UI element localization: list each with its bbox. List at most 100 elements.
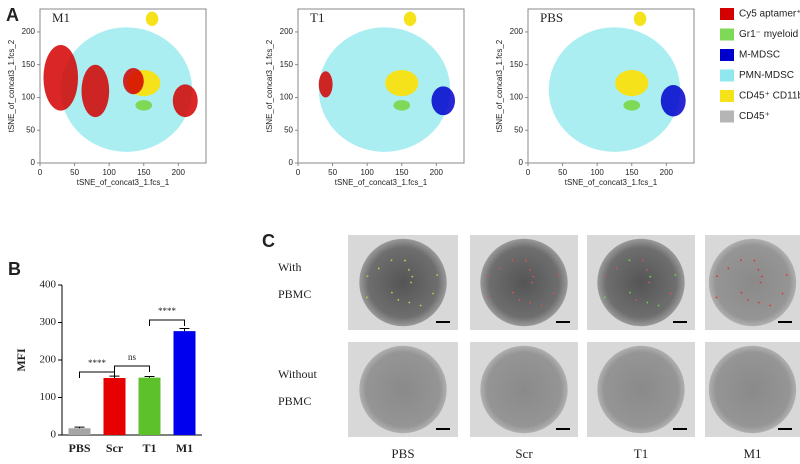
- fluorescence-spot: [487, 296, 489, 299]
- fluorescence-spot: [529, 268, 531, 271]
- fluorescence-spot: [670, 292, 672, 295]
- plot-title: PBS: [540, 10, 563, 25]
- legend-swatch: [720, 69, 734, 82]
- x-tick-label: 150: [137, 168, 151, 177]
- fluorescence-spot: [529, 301, 532, 304]
- fluorescence-spot: [525, 259, 527, 262]
- x-tick-label: 50: [328, 168, 337, 177]
- significance-label: ****: [88, 358, 107, 368]
- significance-bracket: [114, 365, 150, 372]
- x-tick-label: T1: [142, 441, 156, 455]
- plot-title: T1: [310, 10, 324, 25]
- cluster: [123, 67, 144, 95]
- y-tick-label: 0: [519, 158, 524, 167]
- fluorescence-spot: [604, 296, 606, 299]
- x-axis-title: tSNE_of_concat3_1.fcs_1: [335, 178, 428, 187]
- fluorescence-spot: [390, 259, 393, 262]
- y-axis-title: MFI: [14, 348, 28, 372]
- legend-swatch: [720, 49, 734, 61]
- fluorescence-spot: [404, 259, 406, 262]
- x-tick-label: 200: [172, 168, 186, 177]
- x-tick-label: 0: [296, 168, 301, 177]
- fluorescence-spot: [757, 268, 760, 271]
- spheroid: [597, 345, 685, 434]
- y-tick-label: 0: [289, 158, 294, 167]
- fluorescence-spot: [518, 298, 521, 301]
- significance-label: ns: [128, 352, 137, 362]
- cluster: [431, 86, 456, 116]
- fluorescence-spot: [629, 291, 631, 294]
- fluorescence-spot: [366, 296, 368, 299]
- fluorescence-spot: [604, 275, 607, 278]
- spheroid: [359, 345, 447, 434]
- fluorescence-spot: [391, 291, 393, 294]
- y-tick-label: 100: [22, 93, 36, 102]
- plot-frame: [39, 8, 207, 164]
- y-axis-title: tSNE_of_concat3_1.fcs_2: [7, 39, 16, 132]
- cluster: [623, 100, 641, 111]
- fluorescence-spot: [487, 275, 490, 278]
- spheroid: [359, 238, 447, 327]
- plot-frame: [527, 8, 695, 164]
- cluster: [43, 45, 79, 111]
- x-tick-label: 150: [625, 168, 639, 177]
- legend-label: CD45⁺ CD11b⁻: [739, 91, 800, 102]
- tsne-plot: M10 50 100 150 200050100150200tSNE_of_concat…: [7, 8, 207, 187]
- legend-label: M-MDSC: [739, 50, 780, 61]
- cluster: [660, 85, 686, 117]
- column-label: T1: [634, 446, 648, 461]
- y-tick-label: 0: [31, 158, 36, 167]
- cluster: [145, 11, 159, 27]
- legend-label: Gr1⁻ myeloid cells: [739, 29, 800, 40]
- x-axis-title: tSNE_of_concat3_1.fcs_1: [565, 178, 658, 187]
- fluorescence-spot: [408, 268, 410, 271]
- fluorescence-spot: [557, 274, 560, 276]
- column-label: Scr: [515, 446, 533, 461]
- column-label: PBS: [391, 446, 414, 461]
- y-tick-label: 0: [51, 429, 57, 441]
- fluorescence-spot: [532, 275, 535, 278]
- bar: [103, 378, 126, 435]
- fluorescence-spot: [411, 275, 414, 278]
- row-label: PBMC: [278, 287, 311, 301]
- legend-swatch: [720, 110, 734, 123]
- row-label: With: [278, 260, 302, 274]
- y-tick-label: 200: [22, 27, 36, 36]
- significance-bracket: [79, 371, 115, 378]
- significance-label: ****: [158, 306, 177, 316]
- spheroid: [708, 345, 797, 434]
- plot-frame: [297, 8, 465, 164]
- legend-swatch: [720, 90, 734, 102]
- fluorescence-spot: [715, 296, 718, 299]
- y-tick-label: 150: [510, 60, 524, 69]
- y-tick-label: 200: [510, 27, 524, 36]
- cluster: [633, 11, 647, 27]
- x-tick-label: Scr: [106, 441, 124, 455]
- fluorescence-spot: [642, 259, 644, 262]
- y-tick-label: 50: [284, 125, 293, 134]
- fluorescence-spot: [716, 275, 718, 278]
- fluorescence-spot: [757, 301, 760, 304]
- y-tick-label: 400: [40, 279, 57, 291]
- y-tick-label: 100: [40, 391, 57, 403]
- y-tick-label: 100: [280, 93, 294, 102]
- x-tick-label: 0: [526, 168, 531, 177]
- legend-label: CD45⁺: [739, 111, 770, 122]
- fluorescence-spot: [727, 267, 730, 270]
- cluster: [318, 27, 451, 152]
- cluster: [393, 100, 411, 111]
- bar: [138, 377, 161, 435]
- fluorescence-spot: [511, 259, 514, 262]
- tsne-plot: T10 50 100 150 200050100150200tSNE_of_concat…: [265, 8, 465, 187]
- spheroid: [480, 345, 568, 434]
- spheroid: [480, 238, 568, 327]
- cluster: [135, 100, 153, 111]
- fluorescence-spot: [646, 268, 648, 271]
- x-tick-label: 0: [38, 168, 43, 177]
- x-tick-label: 50: [70, 168, 79, 177]
- fluorescence-spot: [366, 275, 369, 278]
- panel-label: B: [8, 259, 21, 279]
- legend-label: PMN-MDSC: [739, 70, 794, 81]
- fluorescence-spot: [769, 304, 772, 307]
